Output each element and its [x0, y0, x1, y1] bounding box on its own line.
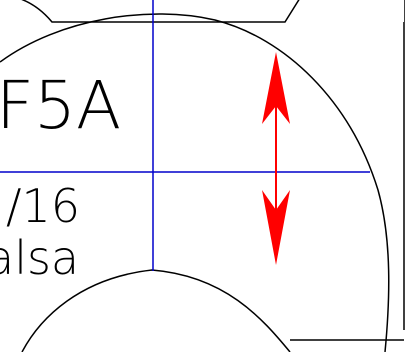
material-label: alsa — [0, 231, 79, 285]
grain-arrow-head-down — [262, 190, 290, 265]
dimension-label: /16 — [6, 179, 80, 233]
top-cutout-outline — [21, 0, 300, 23]
part-label: F5A — [0, 67, 121, 144]
rib-outer-arc — [0, 13, 390, 352]
grain-arrow-head-up — [262, 52, 290, 124]
grain-direction-arrow — [262, 52, 290, 265]
bottom-cutout-outline — [21, 269, 291, 352]
